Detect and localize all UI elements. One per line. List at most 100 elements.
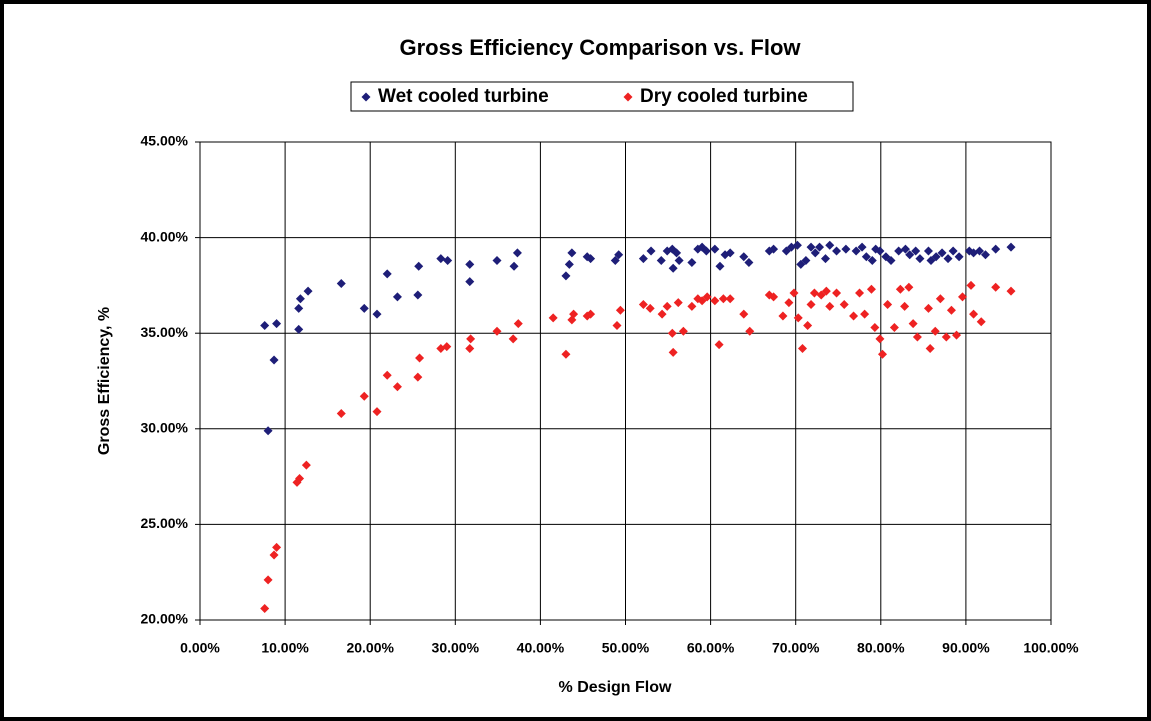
- x-tick-label: 0.00%: [180, 640, 220, 656]
- legend-box: [350, 81, 854, 112]
- point: [991, 282, 1001, 292]
- legend-label: Dry cooled turbine: [640, 86, 808, 107]
- point: [263, 575, 273, 585]
- point: [923, 303, 933, 313]
- point: [875, 334, 885, 344]
- point: [793, 313, 803, 323]
- point: [701, 246, 711, 256]
- point: [798, 343, 808, 353]
- point: [702, 292, 712, 302]
- point: [414, 261, 424, 271]
- point: [673, 298, 683, 308]
- point: [744, 257, 754, 267]
- point: [687, 301, 697, 311]
- point: [954, 252, 964, 262]
- point: [436, 254, 446, 264]
- point: [905, 250, 915, 260]
- point: [492, 256, 502, 266]
- point: [295, 294, 305, 304]
- point: [508, 334, 518, 344]
- point: [586, 254, 596, 264]
- point: [789, 288, 799, 298]
- point: [875, 246, 885, 256]
- point: [937, 248, 947, 258]
- y-tick-label: 40.00%: [141, 228, 189, 244]
- point: [769, 244, 779, 254]
- point: [586, 309, 596, 319]
- y-tick-label: 25.00%: [141, 515, 189, 531]
- point: [512, 248, 522, 258]
- point: [839, 300, 849, 310]
- point: [889, 322, 899, 332]
- x-tick-label: 50.00%: [602, 640, 650, 656]
- point: [867, 256, 877, 266]
- point: [646, 246, 656, 256]
- point: [718, 294, 728, 304]
- point: [832, 288, 842, 298]
- y-tick-label: 45.00%: [141, 133, 189, 149]
- point: [911, 246, 921, 256]
- point: [678, 326, 688, 336]
- point: [294, 324, 304, 334]
- point: [382, 269, 392, 279]
- point: [466, 334, 476, 344]
- x-tick-label: 40.00%: [517, 640, 565, 656]
- point: [870, 322, 880, 332]
- point: [272, 542, 282, 552]
- point: [645, 303, 655, 313]
- point: [725, 248, 735, 258]
- point: [784, 298, 794, 308]
- point: [769, 292, 779, 302]
- y-tick-label: 30.00%: [141, 420, 189, 436]
- x-axis-title: % Design Flow: [559, 679, 672, 696]
- point: [941, 332, 951, 342]
- point: [442, 342, 452, 352]
- point: [269, 550, 279, 560]
- point: [806, 300, 816, 310]
- point: [392, 292, 402, 302]
- point: [976, 317, 986, 327]
- point: [382, 370, 392, 380]
- x-tick-label: 90.00%: [942, 640, 990, 656]
- point: [443, 256, 453, 266]
- point: [904, 282, 914, 292]
- x-tick-label: 20.00%: [346, 640, 394, 656]
- point: [832, 246, 842, 256]
- point: [855, 288, 865, 298]
- point: [392, 382, 402, 392]
- y-axis-title: Gross Efficiency, %: [96, 307, 113, 455]
- point: [465, 277, 475, 287]
- point: [778, 311, 788, 321]
- point: [825, 240, 835, 250]
- point: [878, 349, 888, 359]
- point: [841, 244, 851, 254]
- point: [883, 300, 893, 310]
- point: [561, 271, 571, 281]
- point: [415, 353, 425, 363]
- point: [925, 343, 935, 353]
- point: [413, 372, 423, 382]
- point: [260, 604, 270, 614]
- legend-label: Wet cooled turbine: [378, 86, 549, 107]
- point: [915, 254, 925, 264]
- point: [948, 246, 958, 256]
- point: [272, 319, 282, 329]
- point: [465, 343, 475, 353]
- point: [792, 240, 802, 250]
- point: [825, 301, 835, 311]
- point: [803, 321, 813, 331]
- point: [857, 242, 867, 252]
- point: [548, 313, 558, 323]
- x-tick-label: 70.00%: [772, 640, 820, 656]
- point: [894, 246, 904, 256]
- point: [966, 280, 976, 290]
- point: [935, 294, 945, 304]
- point: [336, 278, 346, 288]
- x-tick-label: 30.00%: [432, 640, 480, 656]
- point: [294, 303, 304, 313]
- point: [980, 250, 990, 260]
- point: [801, 256, 811, 266]
- point: [849, 311, 859, 321]
- point: [900, 301, 910, 311]
- point: [656, 256, 666, 266]
